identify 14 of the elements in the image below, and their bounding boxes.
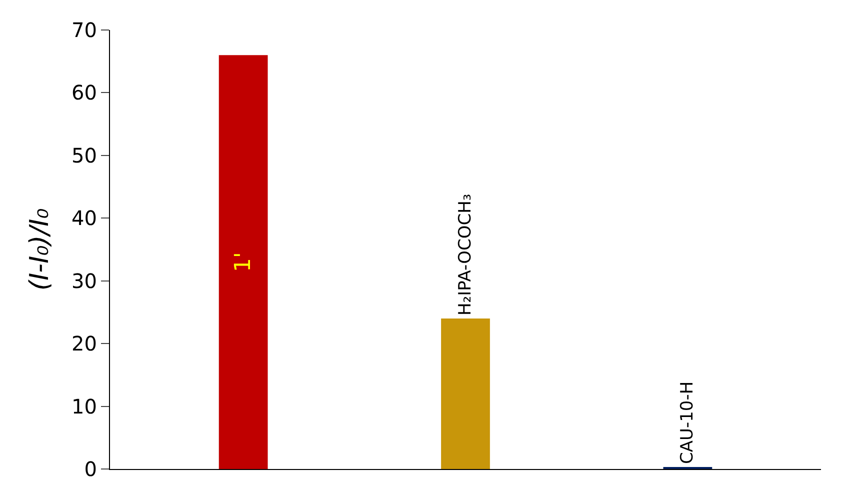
bar bbox=[218, 55, 268, 469]
x-tick-label: H₂IPA-OCOCH₃ bbox=[456, 194, 476, 316]
y-tick-label: 30 bbox=[72, 268, 97, 293]
y-tick-label: 10 bbox=[72, 394, 97, 418]
y-tick-label: 20 bbox=[72, 332, 97, 356]
y-axis-title: (I-I₀)/I₀ bbox=[24, 208, 55, 291]
y-tick-label: 60 bbox=[72, 80, 97, 105]
bar bbox=[441, 318, 490, 469]
y-tick-label: 40 bbox=[72, 206, 97, 230]
y-tick-label: 0 bbox=[84, 457, 97, 481]
y-tick-label: 70 bbox=[72, 18, 97, 42]
y-tick-label: 50 bbox=[72, 143, 97, 168]
x-tick-label: CAU-10-H bbox=[678, 381, 698, 464]
x-tick-label: 1' bbox=[230, 252, 256, 272]
